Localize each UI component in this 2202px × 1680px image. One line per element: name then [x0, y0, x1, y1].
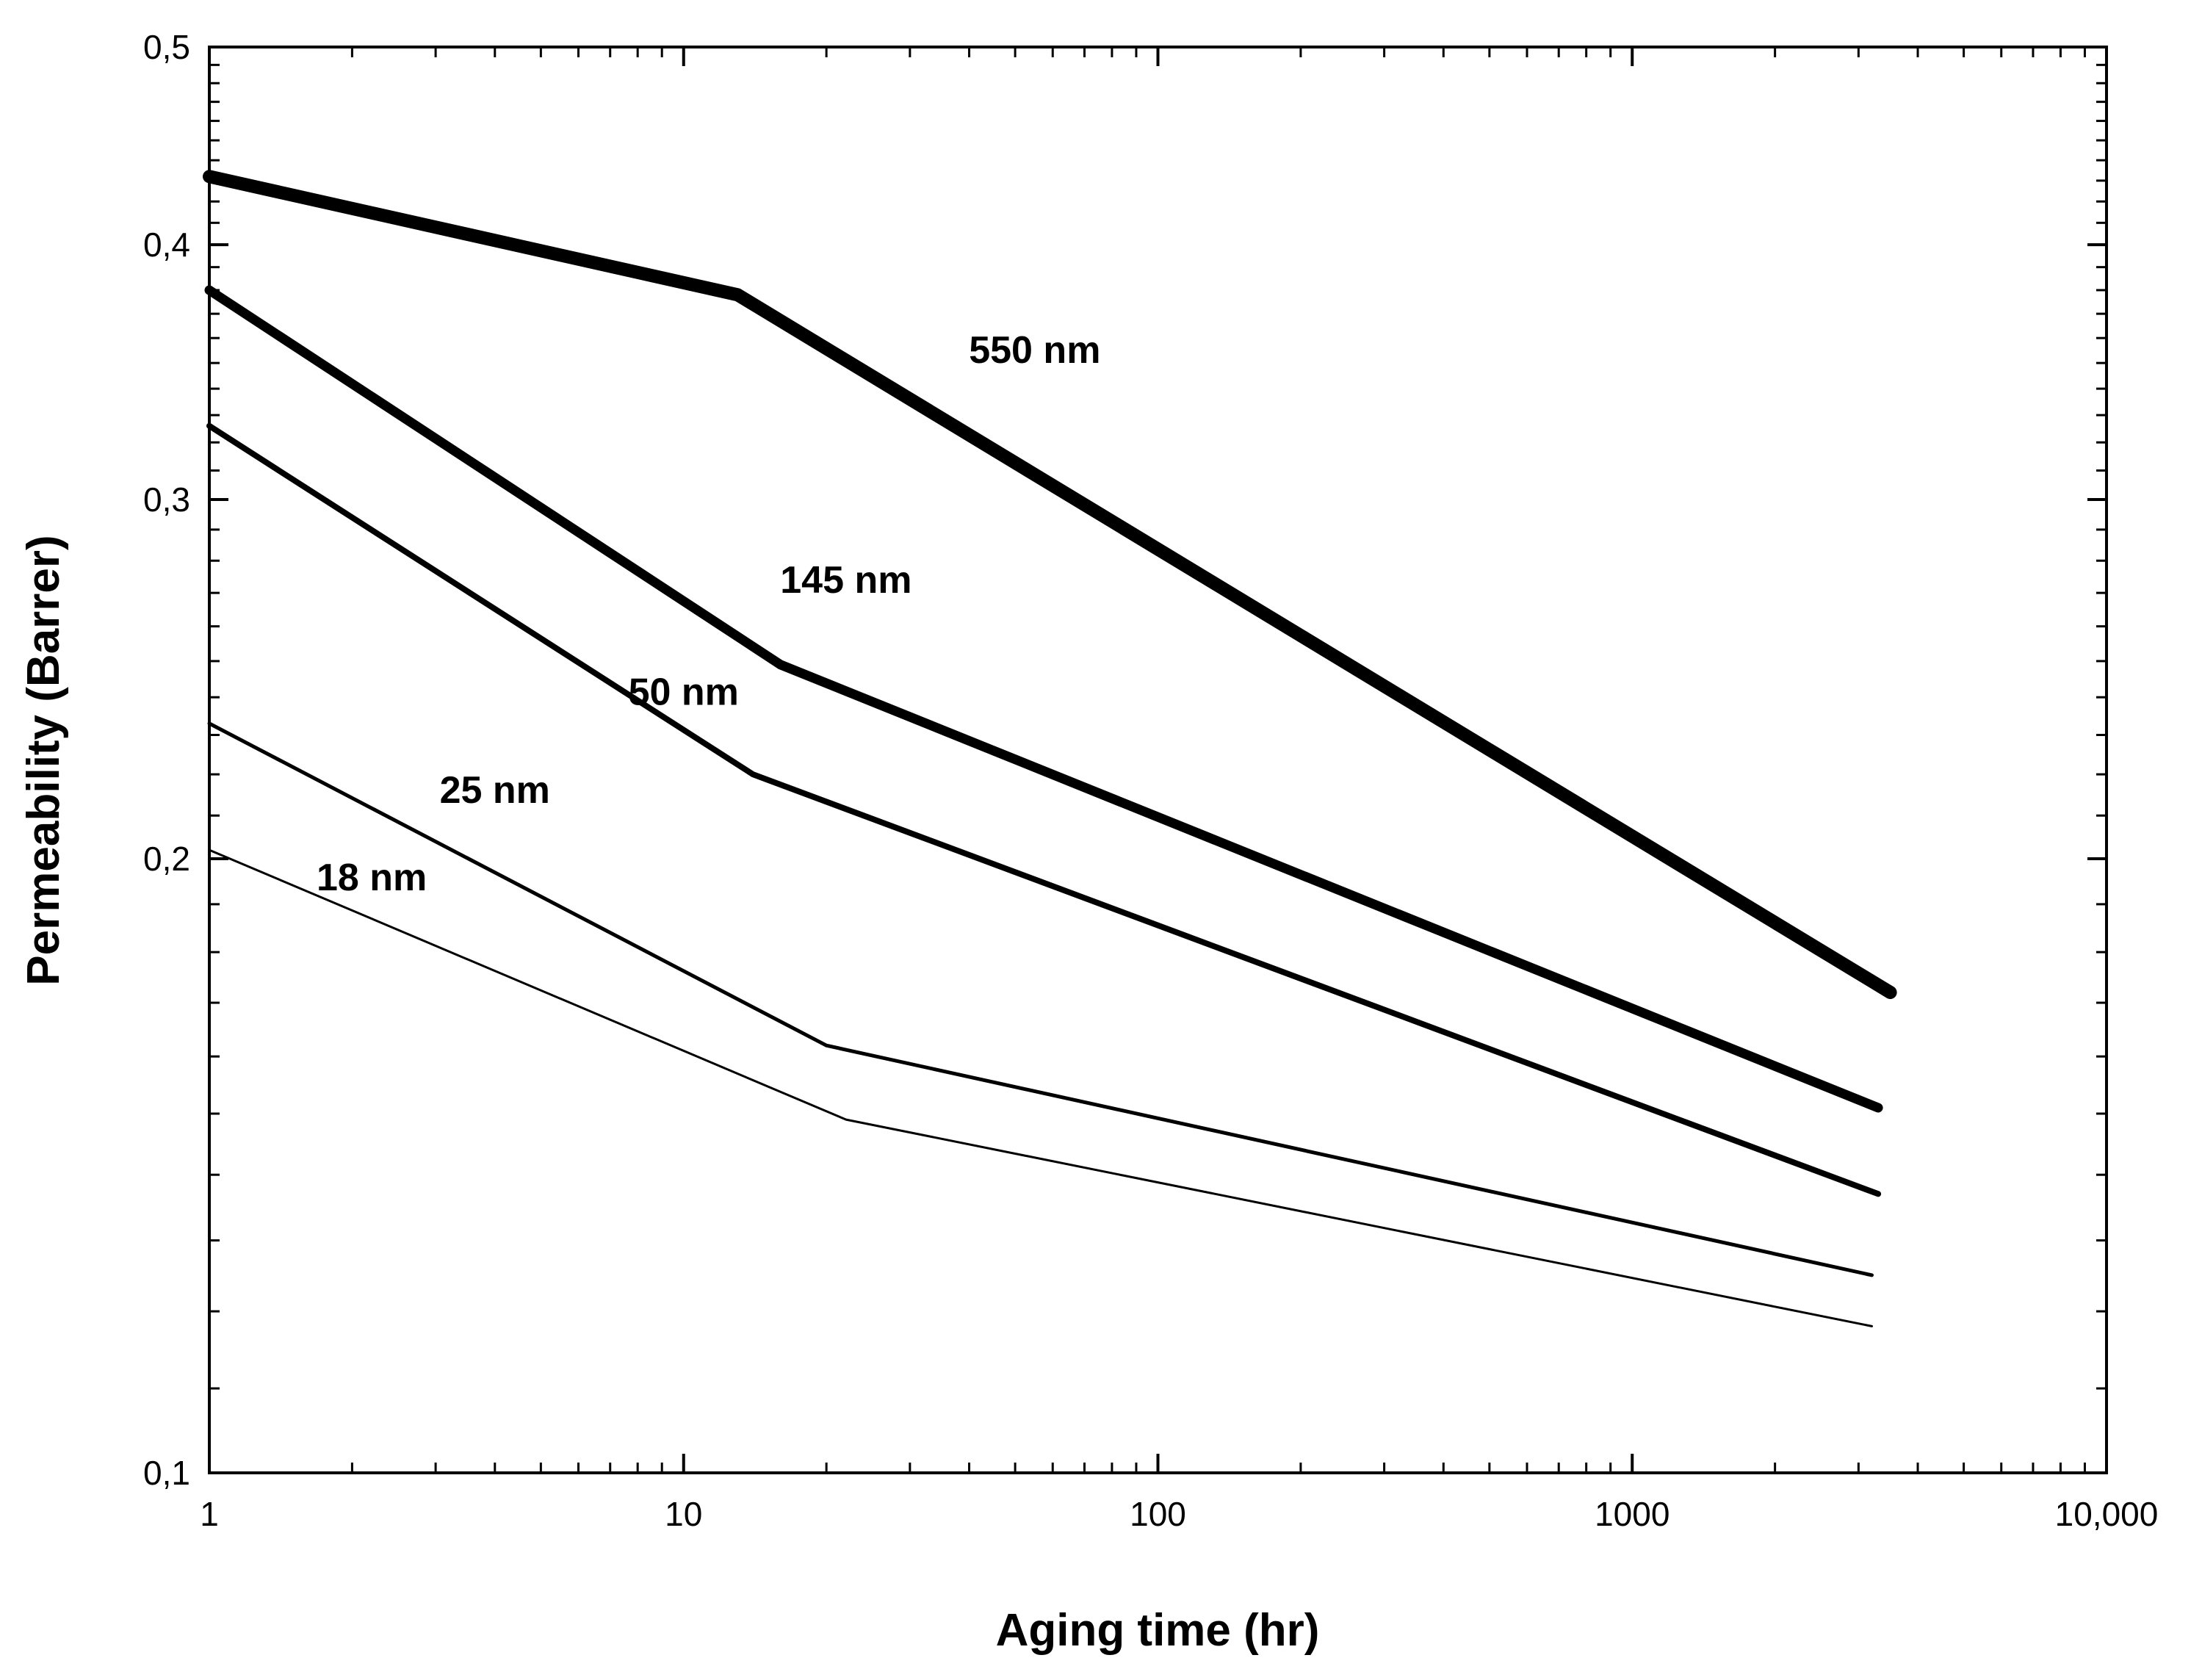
plot-frame — [208, 46, 2108, 1474]
series-line-145-nm — [204, 285, 1883, 1113]
series-lines — [203, 170, 1897, 1327]
series-labels: 550 nm 145 nm 50 nm 25 nm 18 nm — [317, 329, 1100, 899]
x-tick-label: 1000 — [1595, 1495, 1669, 1533]
x-tick-label: 10,000 — [2055, 1495, 2159, 1533]
y-tick-label: 0,5 — [143, 28, 190, 66]
series-label-50-nm: 50 nm — [629, 671, 739, 713]
series-label-18-nm: 18 nm — [317, 857, 427, 899]
y-axis-title: Permeability (Barrer) — [18, 535, 69, 985]
series-line-550-nm — [203, 170, 1897, 999]
series-line-18-nm — [208, 848, 1873, 1327]
y-tick-labels: 0,1 0,2 0,3 0,4 0,5 — [143, 28, 190, 1492]
x-tick-label: 10 — [665, 1495, 702, 1533]
series-label-25-nm: 25 nm — [440, 769, 550, 812]
y-tick-label: 0,3 — [143, 480, 190, 519]
x-tick-label: 1 — [200, 1495, 219, 1533]
x-tick-label: 100 — [1130, 1495, 1186, 1533]
series-label-550-nm: 550 nm — [969, 329, 1100, 372]
y-tick-label: 0,1 — [143, 1454, 190, 1492]
y-tick-label: 0,2 — [143, 840, 190, 878]
x-tick-labels: 1 10 100 1000 10,000 — [200, 1495, 2158, 1533]
series-label-145-nm: 145 nm — [780, 559, 912, 602]
y-tick-label: 0,4 — [143, 226, 190, 264]
series-line-25-nm — [207, 721, 1874, 1277]
series-line-50-nm — [206, 422, 1882, 1197]
major-ticks — [208, 46, 2108, 1474]
x-axis-title: Aging time (hr) — [996, 1605, 1320, 1656]
minor-ticks — [209, 47, 2107, 1473]
